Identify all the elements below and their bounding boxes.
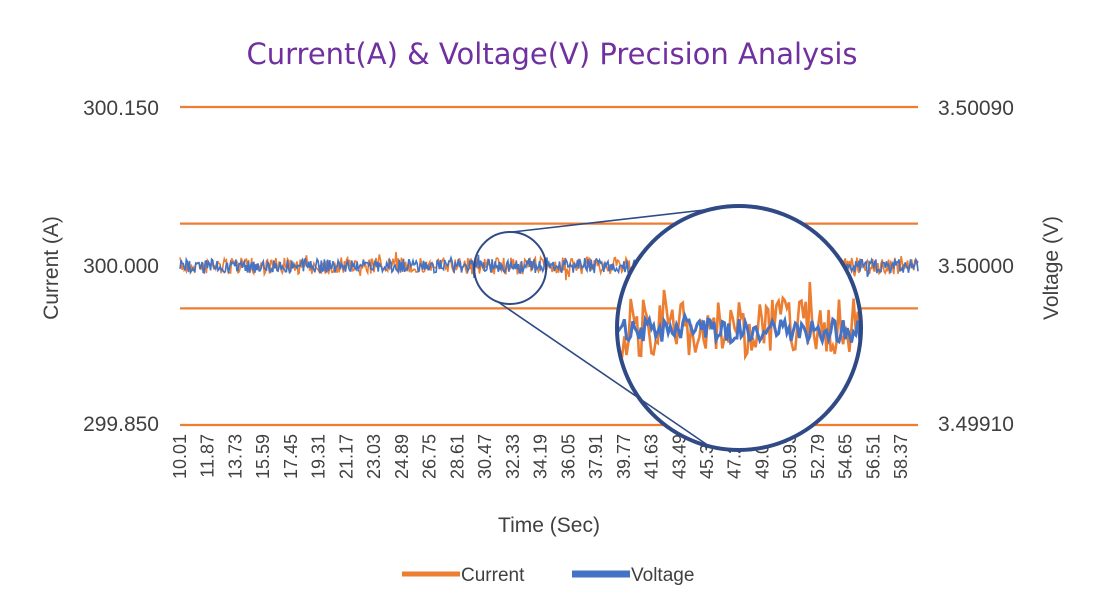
legend-current-label: Current [461,565,525,586]
x-tick-label: 54.65 [836,434,856,479]
chart-title: Current(A) & Voltage(V) Precision Analys… [247,37,858,71]
zoom-voltage-line [617,311,861,347]
y-right-axis-label: Voltage (V) [1040,216,1063,320]
y-left-ticks: 300.150 300.000 299.850 [83,97,159,436]
x-tick-label: 34.19 [531,434,551,479]
x-tick-label: 10.01 [170,434,190,479]
x-tick-label: 52.79 [808,434,828,479]
zoom-source-circle [473,231,548,305]
x-tick-label: 19.31 [309,434,329,479]
y-left-tick: 300.000 [83,255,159,278]
y-right-ticks: 3.50090 3.50000 3.49910 [938,97,1014,436]
x-tick-label: 37.91 [586,434,606,479]
x-tick-label: 28.61 [447,434,467,479]
legend: Current Voltage [402,565,694,586]
y-right-tick: 3.50000 [938,255,1014,278]
y-right-tick: 3.50090 [938,97,1014,120]
x-tick-label: 26.75 [420,434,440,479]
x-tick-label: 11.87 [198,434,218,478]
x-tick-label: 17.45 [281,434,301,479]
x-ticks: 10.01 11.87 13.73 15.59 17.45 19.31 21.17 23.03… [170,434,911,479]
x-tick-label: 32.33 [503,434,523,479]
zoom-inset-plot [617,282,861,362]
x-tick-label: 41.63 [642,434,662,479]
zoom-inset [473,204,863,452]
x-tick-label: 15.59 [253,434,273,479]
x-tick-label: 13.73 [226,434,246,479]
legend-voltage-label: Voltage [631,565,694,586]
x-tick-label: 50.93 [780,434,800,479]
zoom-connector-top [512,205,740,233]
x-tick-label: 56.51 [863,434,883,479]
y-left-tick: 300.150 [83,97,159,120]
x-tick-label: 36.05 [558,434,578,479]
x-tick-label: 39.77 [614,434,634,479]
zoom-connector-bottom [497,301,710,447]
x-tick-label: 58.37 [891,434,911,479]
x-axis-label: Time (Sec) [498,514,600,537]
x-tick-label: 23.03 [364,434,384,479]
y-left-tick: 299.850 [83,413,159,436]
x-tick-label: 24.89 [392,434,412,479]
x-tick-label: 30.47 [475,434,495,479]
x-tick-label: 21.17 [336,434,356,479]
y-right-tick: 3.49910 [938,413,1014,436]
x-tick-label: 43.49 [669,434,689,479]
y-left-axis-label: Current (A) [40,216,63,320]
